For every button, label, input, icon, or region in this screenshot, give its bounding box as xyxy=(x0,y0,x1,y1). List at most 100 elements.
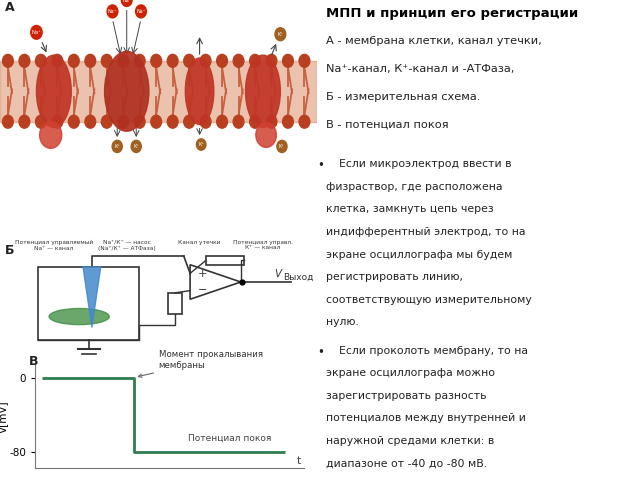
Text: экране осциллографа мы будем: экране осциллографа мы будем xyxy=(326,250,513,260)
Text: Если микроэлектрод ввести в: Если микроэлектрод ввести в xyxy=(339,159,512,169)
Circle shape xyxy=(299,115,310,128)
Text: Na⁺: Na⁺ xyxy=(136,9,146,14)
Text: +: + xyxy=(198,269,207,279)
Text: регистрировать линию,: регистрировать линию, xyxy=(326,272,463,282)
Circle shape xyxy=(52,115,63,128)
Circle shape xyxy=(233,115,244,128)
Circle shape xyxy=(31,25,42,39)
Text: •: • xyxy=(317,159,324,172)
Circle shape xyxy=(196,139,206,150)
Circle shape xyxy=(3,54,13,67)
Ellipse shape xyxy=(246,55,280,127)
Text: K⁺: K⁺ xyxy=(114,144,120,149)
Text: А - мембрана клетки, канал утечки,: А - мембрана клетки, канал утечки, xyxy=(326,36,542,46)
Ellipse shape xyxy=(256,123,276,147)
Circle shape xyxy=(85,54,95,67)
Circle shape xyxy=(101,115,112,128)
Text: Na⁺: Na⁺ xyxy=(122,0,131,2)
Circle shape xyxy=(85,115,95,128)
Y-axis label: V[mV]: V[mV] xyxy=(0,400,8,432)
Text: Потенциал управл.
К⁺ — канал: Потенциал управл. К⁺ — канал xyxy=(233,240,293,251)
Circle shape xyxy=(283,115,293,128)
Text: клетка, замкнуть цепь через: клетка, замкнуть цепь через xyxy=(326,204,494,215)
Bar xyxy=(0,61,317,122)
Text: •: • xyxy=(317,346,324,359)
Circle shape xyxy=(52,54,63,67)
Text: K⁺: K⁺ xyxy=(133,144,140,149)
Text: −: − xyxy=(198,285,207,295)
Bar xyxy=(168,293,182,314)
Text: Б: Б xyxy=(4,244,14,257)
Text: V: V xyxy=(274,269,281,278)
Text: t: t xyxy=(297,456,301,466)
Ellipse shape xyxy=(186,58,214,124)
Text: В: В xyxy=(29,355,38,368)
Bar xyxy=(38,267,140,340)
Text: Канал утечки: Канал утечки xyxy=(179,240,221,245)
Text: K⁺: K⁺ xyxy=(277,32,284,37)
Circle shape xyxy=(112,140,122,153)
Text: МПП и принцип его регистрации: МПП и принцип его регистрации xyxy=(326,7,579,20)
Text: индифферентный электрод, то на: индифферентный электрод, то на xyxy=(326,227,526,237)
Text: потенциалов между внутренней и: потенциалов между внутренней и xyxy=(326,413,526,423)
Bar xyxy=(206,256,244,265)
Text: нулю.: нулю. xyxy=(326,317,360,327)
Circle shape xyxy=(19,115,30,128)
Circle shape xyxy=(118,115,129,128)
Circle shape xyxy=(101,54,112,67)
Ellipse shape xyxy=(104,51,149,131)
Circle shape xyxy=(131,140,141,153)
Text: Выход: Выход xyxy=(284,273,314,281)
Text: диапазоне от -40 до -80 мВ.: диапазоне от -40 до -80 мВ. xyxy=(326,458,488,468)
Text: В - потенциал покоя: В - потенциал покоя xyxy=(326,120,449,130)
Text: Момент прокалывания
мембраны: Момент прокалывания мембраны xyxy=(138,350,262,377)
Text: Если проколоть мембрану, то на: Если проколоть мембрану, то на xyxy=(339,346,529,356)
Ellipse shape xyxy=(40,122,62,148)
Circle shape xyxy=(35,54,46,67)
Text: зарегистрировать разность: зарегистрировать разность xyxy=(326,391,487,401)
Circle shape xyxy=(68,115,79,128)
Circle shape xyxy=(250,115,260,128)
Text: Na⁺: Na⁺ xyxy=(108,9,117,14)
Circle shape xyxy=(151,54,161,67)
Circle shape xyxy=(266,54,277,67)
Circle shape xyxy=(217,115,227,128)
Circle shape xyxy=(184,115,195,128)
Circle shape xyxy=(200,54,211,67)
Circle shape xyxy=(151,115,161,128)
Text: соответствующую измерительному: соответствующую измерительному xyxy=(326,295,532,305)
Circle shape xyxy=(283,54,293,67)
Circle shape xyxy=(134,54,145,67)
Text: Na⁺-канал, К⁺-канал и -АТФаза,: Na⁺-канал, К⁺-канал и -АТФаза, xyxy=(326,64,515,74)
Circle shape xyxy=(266,115,277,128)
Circle shape xyxy=(19,54,30,67)
Polygon shape xyxy=(83,267,100,327)
Text: Потенциал управляемый
Na⁺ — канал: Потенциал управляемый Na⁺ — канал xyxy=(15,240,93,251)
Circle shape xyxy=(184,54,195,67)
Circle shape xyxy=(35,115,46,128)
Text: Na⁺/К⁺ — насос
(Na⁺/К⁺ — АТФаза): Na⁺/К⁺ — насос (Na⁺/К⁺ — АТФаза) xyxy=(98,240,156,251)
Ellipse shape xyxy=(36,55,71,127)
Ellipse shape xyxy=(49,309,109,324)
Text: Б - измерительная схема.: Б - измерительная схема. xyxy=(326,92,481,102)
Circle shape xyxy=(68,54,79,67)
Text: Na⁺: Na⁺ xyxy=(31,30,42,35)
Circle shape xyxy=(122,0,132,6)
Text: наружной средами клетки: в: наружной средами клетки: в xyxy=(326,436,495,446)
Circle shape xyxy=(167,115,178,128)
Text: физраствор, где расположена: физраствор, где расположена xyxy=(326,182,503,192)
Circle shape xyxy=(107,5,118,18)
Circle shape xyxy=(200,115,211,128)
Circle shape xyxy=(167,54,178,67)
Circle shape xyxy=(277,140,287,153)
Circle shape xyxy=(3,115,13,128)
Text: экране осциллографа можно: экране осциллографа можно xyxy=(326,368,495,378)
Circle shape xyxy=(217,54,227,67)
Circle shape xyxy=(275,28,285,41)
Text: K⁺: K⁺ xyxy=(198,142,204,147)
Circle shape xyxy=(250,54,260,67)
Circle shape xyxy=(118,54,129,67)
Text: А: А xyxy=(4,1,14,14)
Circle shape xyxy=(134,115,145,128)
Circle shape xyxy=(136,5,147,18)
